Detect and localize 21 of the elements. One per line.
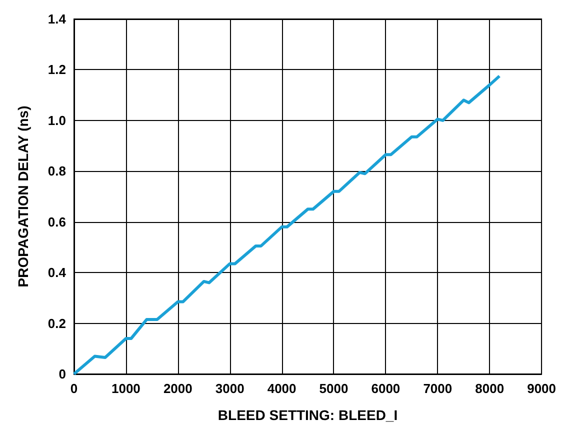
y-tick-label: 0.6 [48,214,66,230]
y-tick-label: 0.8 [48,164,66,179]
x-tick-label: 5000 [319,381,348,396]
line-series [72,74,501,376]
x-tick-label: 0 [70,381,78,396]
y-tick-label: 1.0 [48,112,66,128]
x-tick-label: 9000 [527,381,556,396]
y-tick-label: 1.2 [48,62,66,78]
y-axis-title: PROPAGATION DELAY (ns) [15,106,31,288]
y-tick-label: 0.2 [48,316,66,331]
x-tick-label: 2000 [163,381,192,396]
x-tick-label: 1000 [111,381,140,396]
x-tick-label: 4000 [267,381,296,396]
y-tick-label: 1.4 [48,12,67,26]
x-tick-label: 3000 [215,381,244,396]
x-tick-label: 8000 [475,381,504,396]
y-tick-label: 0 [58,366,66,382]
x-tick-label: 7000 [423,381,452,396]
y-tick-label: 0.4 [48,265,67,280]
x-axis-title: BLEED SETTING: BLEED_I [218,407,398,423]
x-tick-label: 6000 [371,381,400,396]
